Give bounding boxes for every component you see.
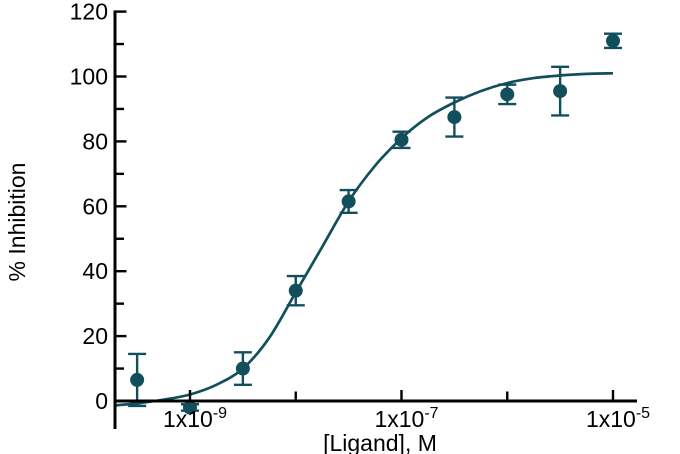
y-tick-label: 60 [82, 193, 108, 219]
data-point [394, 132, 409, 147]
data-point [553, 84, 568, 99]
y-tick-label: 100 [70, 64, 108, 90]
data-point [500, 87, 515, 102]
data-point [288, 283, 303, 298]
data-point [447, 110, 462, 125]
x-tick-mantissa: 1x10 [163, 406, 213, 432]
x-tick-exponent: -9 [213, 405, 227, 422]
y-tick-label: 80 [82, 128, 108, 154]
data-layer [113, 32, 622, 415]
y-tick-label: 120 [70, 0, 108, 25]
x-tick-label: 1x10-5 [586, 405, 650, 432]
y-axis-title: % Inhibition [4, 163, 30, 282]
y-tick-label: 0 [95, 388, 108, 414]
data-point [606, 33, 620, 48]
data-point [183, 400, 197, 415]
data-point [341, 194, 356, 209]
data-point [235, 361, 250, 376]
x-tick-exponent: -5 [636, 405, 650, 422]
y-tick-label: 20 [82, 323, 108, 349]
y-tick-label: 40 [82, 258, 108, 284]
x-tick-label: 1x10-9 [163, 405, 227, 432]
x-tick-label: 1x10-7 [374, 405, 438, 432]
x-tick-mantissa: 1x10 [586, 406, 636, 432]
x-tick-exponent: -7 [424, 405, 438, 422]
x-axis-title: [Ligand], M [323, 430, 437, 454]
x-tick-mantissa: 1x10 [374, 406, 424, 432]
fit-curve [113, 71, 614, 407]
data-point [130, 372, 145, 387]
